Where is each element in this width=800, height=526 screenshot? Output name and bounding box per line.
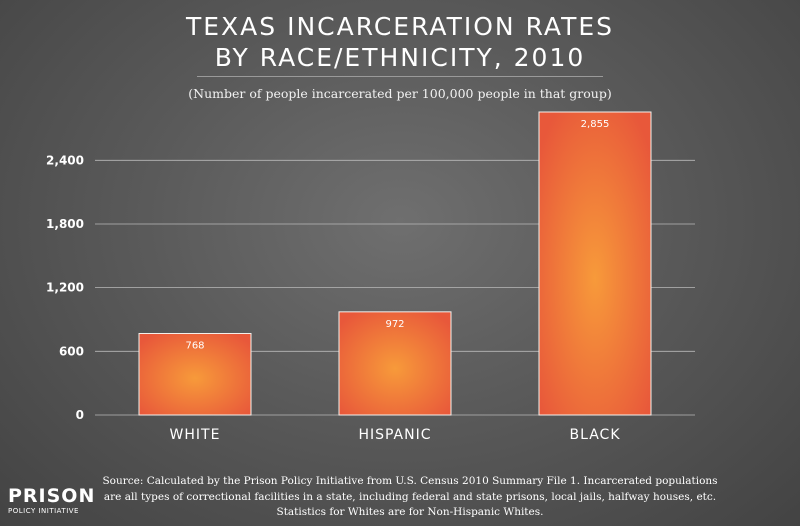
bar-hispanic [338,311,452,416]
chart-title-line-2: BY RACE/ETHNICITY, 2010 [214,43,586,72]
data-label-black: 2,855 [581,119,610,130]
logo-sub-text: POLICY INITIATIVE [8,507,79,515]
x-axis-categories: WHITE HISPANIC BLACK [170,427,620,443]
chart-subtitle: (Number of people incarcerated per 100,0… [188,86,612,101]
chart-title-line-1: TEXAS INCARCERATION RATES [185,12,615,41]
title-divider [197,76,603,77]
y-tick-label: 1,800 [46,217,84,231]
bars [138,111,652,416]
prison-policy-initiative-logo: PRISON POLICY INITIATIVE [8,486,98,516]
y-tick-label: 600 [59,344,84,358]
data-label-hispanic: 972 [385,319,404,330]
bar-black [538,111,652,416]
x-category-label: HISPANIC [358,427,431,443]
source-line-2: are all types of correctional facilities… [103,490,717,503]
data-labels: 768 972 2,855 [185,119,609,351]
source-line-1: Source: Calculated by the Prison Policy … [102,475,718,487]
y-tick-label: 0 [76,408,84,422]
y-tick-label: 2,400 [46,153,84,167]
bar-white [138,332,252,416]
logo-main-text: PRISON [8,485,96,507]
source-note: Source: Calculated by the Prison Policy … [100,474,720,521]
y-tick-label: 1,200 [46,281,84,295]
source-line-3: Statistics for Whites are for Non-Hispan… [276,506,544,518]
x-category-label: BLACK [569,427,620,443]
y-axis-ticks: 0 600 1,200 1,800 2,400 [46,153,84,422]
x-category-label: WHITE [170,427,221,443]
data-label-white: 768 [185,340,204,351]
